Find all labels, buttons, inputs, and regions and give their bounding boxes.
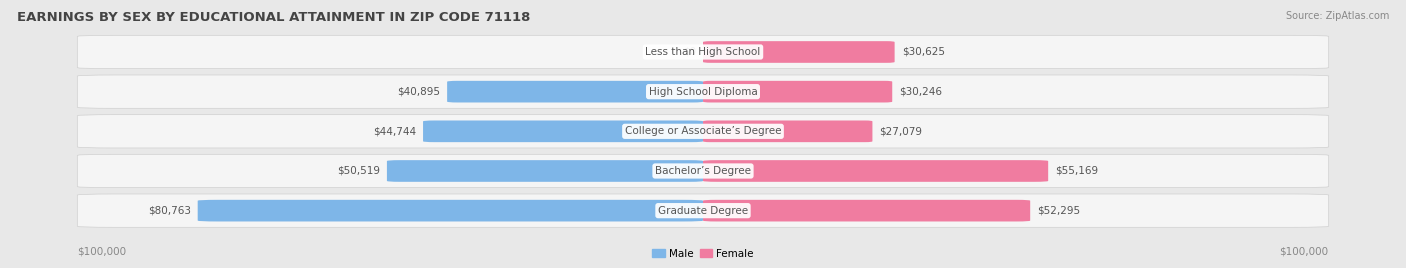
FancyBboxPatch shape xyxy=(703,160,1049,182)
Text: $52,295: $52,295 xyxy=(1038,206,1080,216)
Text: High School Diploma: High School Diploma xyxy=(648,87,758,97)
FancyBboxPatch shape xyxy=(77,154,1329,188)
Text: $27,079: $27,079 xyxy=(880,126,922,136)
Text: $55,169: $55,169 xyxy=(1056,166,1098,176)
Text: $0: $0 xyxy=(683,47,696,57)
FancyBboxPatch shape xyxy=(703,41,894,63)
Text: $30,246: $30,246 xyxy=(900,87,942,97)
Text: Less than High School: Less than High School xyxy=(645,47,761,57)
Text: College or Associate’s Degree: College or Associate’s Degree xyxy=(624,126,782,136)
Text: $44,744: $44,744 xyxy=(373,126,416,136)
Text: $100,000: $100,000 xyxy=(77,247,127,257)
Legend: Male, Female: Male, Female xyxy=(648,244,758,263)
Text: $50,519: $50,519 xyxy=(337,166,380,176)
Text: Graduate Degree: Graduate Degree xyxy=(658,206,748,216)
Text: EARNINGS BY SEX BY EDUCATIONAL ATTAINMENT IN ZIP CODE 71118: EARNINGS BY SEX BY EDUCATIONAL ATTAINMEN… xyxy=(17,11,530,24)
Text: $40,895: $40,895 xyxy=(396,87,440,97)
FancyBboxPatch shape xyxy=(198,200,703,221)
Text: $30,625: $30,625 xyxy=(901,47,945,57)
FancyBboxPatch shape xyxy=(703,200,1031,221)
FancyBboxPatch shape xyxy=(77,115,1329,148)
Text: Bachelor’s Degree: Bachelor’s Degree xyxy=(655,166,751,176)
FancyBboxPatch shape xyxy=(703,81,893,102)
FancyBboxPatch shape xyxy=(423,121,703,142)
FancyBboxPatch shape xyxy=(703,121,873,142)
Text: $80,763: $80,763 xyxy=(148,206,191,216)
FancyBboxPatch shape xyxy=(77,194,1329,227)
Text: Source: ZipAtlas.com: Source: ZipAtlas.com xyxy=(1285,11,1389,21)
FancyBboxPatch shape xyxy=(387,160,703,182)
FancyBboxPatch shape xyxy=(77,75,1329,108)
Text: $100,000: $100,000 xyxy=(1279,247,1329,257)
FancyBboxPatch shape xyxy=(447,81,703,102)
FancyBboxPatch shape xyxy=(77,35,1329,69)
